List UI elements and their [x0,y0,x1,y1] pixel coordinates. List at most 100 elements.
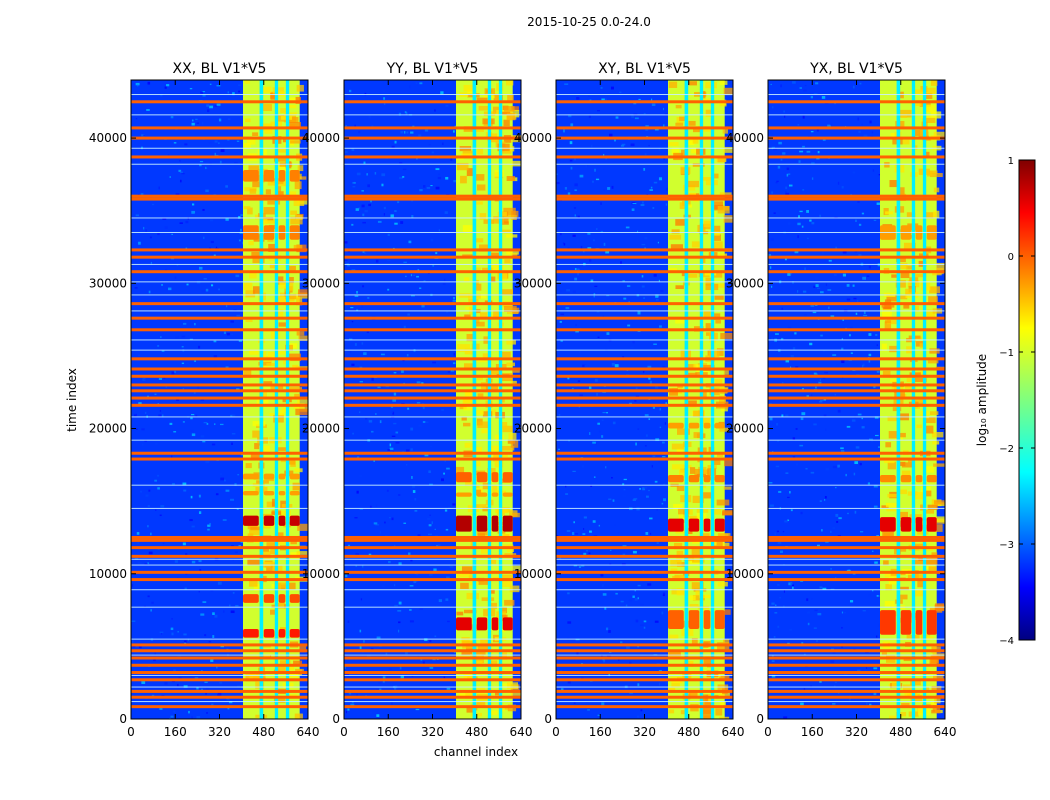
y-tick-label: 20000 [302,422,340,436]
rfi-mottle [292,482,300,491]
speckle [351,148,355,151]
speckle [227,118,231,121]
rfi-mottle [277,348,287,355]
speckle [619,587,622,590]
speckle [136,428,138,430]
thin-row [344,589,521,591]
rfi-mottle [290,140,301,144]
speckle [631,208,635,212]
rfi-mottle [884,162,890,168]
speckle [815,284,819,288]
panel-image [344,80,521,719]
speckle [790,355,794,358]
speckle [211,703,214,705]
hot-band [900,517,912,532]
speckle [579,350,581,353]
speckle [417,534,421,536]
speckle [606,412,608,414]
flagged-row [344,194,521,198]
speckle [785,192,790,196]
rfi-mottle [914,543,927,548]
speckle [408,552,411,556]
rfi-mottle [898,511,909,520]
speckle [636,715,640,718]
speckle [564,83,569,85]
rfi-mottle [928,170,938,174]
speckle [408,240,412,244]
speckle [814,669,818,671]
speckle [855,446,860,449]
speckle [362,213,365,217]
speckle [772,106,774,109]
speckle [575,219,580,222]
speckle [633,497,638,500]
speckle [407,407,410,410]
speckle [802,145,805,148]
rfi-mottle [477,393,484,398]
rfi-mottle [881,652,887,656]
speckle [658,279,660,282]
speckle [348,89,352,93]
hot-band [243,170,259,182]
thin-row [768,147,945,149]
rfi-mottle [899,489,908,495]
speckle [841,347,844,351]
rfi-mottle [506,176,516,181]
speckle [795,428,798,430]
rfi-mottle [719,80,728,85]
rfi-mottle [915,590,924,597]
speckle [593,295,595,298]
rfi-mottle [924,466,935,473]
rfi-mottle [704,271,717,276]
speckle [866,275,870,277]
rfi-mottle [482,482,489,490]
speckle [377,220,382,223]
rfi-mottle [504,305,517,312]
speckle [192,119,194,122]
flagged-row [768,270,945,274]
flagged-row [344,535,521,539]
speckle [854,510,857,514]
speckle [622,494,627,498]
flagged-row [344,328,521,332]
speckle [220,149,225,152]
thin-row [344,701,521,703]
rfi-mottle [717,581,728,587]
speckle [853,472,856,476]
y-tick-label: 20000 [514,422,552,436]
speckle [595,178,600,181]
speckle [780,337,784,341]
flagged-row [344,546,521,550]
speckle [383,97,386,100]
speckle [799,444,804,447]
hot-band [491,617,499,631]
speckle [832,465,837,469]
rfi-mottle [488,602,497,609]
rfi-mottle [914,129,921,136]
flagged-row [768,705,945,709]
speckle [371,125,374,128]
speckle [181,362,185,365]
speckle [799,210,803,213]
rfi-mottle [703,492,714,499]
speckle [819,214,821,217]
speckle [160,93,163,97]
speckle [594,285,598,287]
speckle [574,183,578,187]
speckle [811,598,813,600]
speckle [869,703,872,707]
speckle [621,563,626,566]
flagged-row [344,248,521,252]
speckle [574,189,577,191]
speckle [147,81,151,85]
rfi-mottle [698,270,710,278]
thin-row [131,94,308,96]
speckle [830,660,835,664]
speckle [815,82,819,85]
rfi-mottle [688,595,696,601]
speckle [583,516,587,519]
speckle [347,620,350,623]
speckle [348,338,353,341]
speckle [395,441,400,444]
speckle [391,702,393,705]
